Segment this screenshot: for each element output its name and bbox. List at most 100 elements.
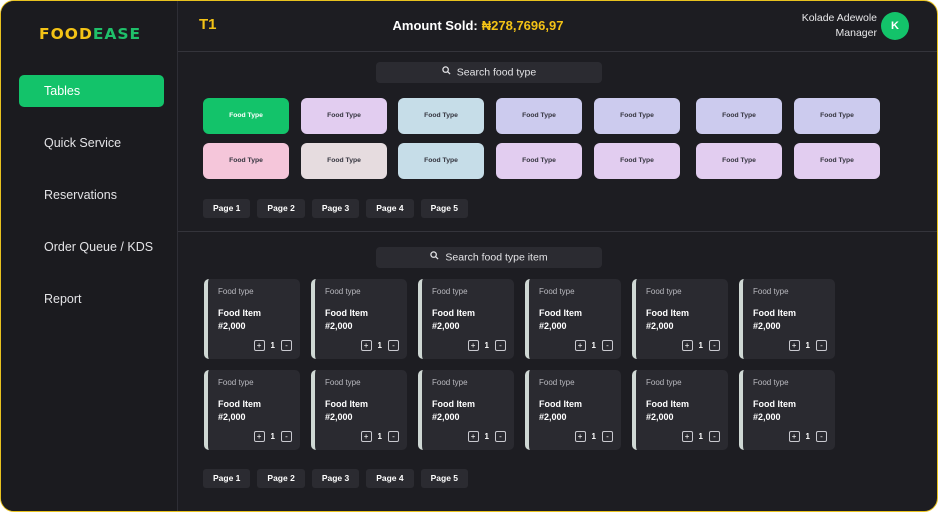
food-type-button[interactable]: Food Type [794, 143, 880, 179]
food-type-button[interactable]: Food Type [398, 143, 484, 179]
food-item-card[interactable]: Food type Food Item #2,000 +1- [739, 279, 835, 359]
food-item-card[interactable]: Food type Food Item #2,000 +1- [739, 370, 835, 450]
food-item-type: Food type [325, 378, 361, 387]
food-item-card[interactable]: Food type Food Item #2,000 +1- [311, 279, 407, 359]
food-type-button[interactable]: Food Type [398, 98, 484, 134]
increment-button[interactable]: + [574, 431, 586, 442]
page-button-2[interactable]: Page 2 [257, 199, 305, 218]
sidebar-item-report[interactable]: Report [44, 292, 82, 306]
food-type-button[interactable]: Food Type [594, 98, 680, 134]
avatar[interactable]: K [881, 12, 909, 40]
food-item-card[interactable]: Food type Food Item #2,000 +1- [632, 279, 728, 359]
food-item-name: Food Item [325, 308, 368, 318]
increment-button[interactable]: + [253, 431, 265, 442]
increment-button[interactable]: + [681, 431, 693, 442]
page-button-4[interactable]: Page 4 [366, 199, 414, 218]
food-type-search[interactable]: Search food type [376, 62, 602, 83]
decrement-button[interactable]: - [281, 431, 292, 442]
decrement-button[interactable]: - [388, 340, 399, 351]
page-button-5[interactable]: Page 5 [420, 469, 469, 488]
quantity-value: 1 [805, 432, 810, 441]
decrement-button[interactable]: - [495, 340, 506, 351]
food-item-name: Food Item [432, 399, 475, 409]
page-button-1[interactable]: Page 1 [203, 469, 251, 488]
quantity-stepper: +1- [574, 431, 613, 442]
sidebar-item-reservations[interactable]: Reservations [44, 188, 117, 202]
food-item-card[interactable]: Food type Food Item #2,000 +1- [525, 279, 621, 359]
food-item-price: #2,000 [432, 412, 460, 422]
increment-button[interactable]: + [253, 340, 265, 351]
decrement-button[interactable]: - [602, 431, 613, 442]
food-item-type: Food type [432, 378, 468, 387]
quantity-stepper: +1- [574, 340, 613, 351]
search-icon [430, 247, 439, 268]
food-item-card[interactable]: Food type Food Item #2,000 +1- [525, 370, 621, 450]
table-label: T1 [199, 16, 217, 33]
increment-button[interactable]: + [360, 431, 372, 442]
quantity-value: 1 [591, 341, 596, 350]
page-button-3[interactable]: Page 3 [311, 469, 360, 488]
food-type-button[interactable]: Food Type [496, 143, 582, 179]
food-type-button[interactable]: Food Type [301, 143, 387, 179]
increment-button[interactable]: + [574, 340, 586, 351]
food-item-card[interactable]: Food type Food Item #2,000 +1- [418, 370, 514, 450]
food-item-name: Food Item [325, 399, 368, 409]
food-type-button[interactable]: Food Type [696, 98, 782, 134]
food-type-button[interactable]: Food Type [301, 98, 387, 134]
food-item-search[interactable]: Search food type item [376, 247, 602, 268]
decrement-button[interactable]: - [709, 340, 720, 351]
brand-food: FOOD [39, 25, 93, 43]
food-type-button[interactable]: Food Type [794, 98, 880, 134]
decrement-button[interactable]: - [388, 431, 399, 442]
decrement-button[interactable]: - [816, 340, 827, 351]
sidebar-item-quick-service[interactable]: Quick Service [44, 136, 122, 150]
quantity-stepper: +1- [467, 340, 506, 351]
increment-button[interactable]: + [681, 340, 693, 351]
decrement-button[interactable]: - [816, 431, 827, 442]
food-item-card[interactable]: Food type Food Item #2,000 +1- [632, 370, 728, 450]
increment-button[interactable]: + [360, 340, 372, 351]
increment-button[interactable]: + [788, 340, 800, 351]
page-button-2[interactable]: Page 2 [257, 469, 305, 488]
food-item-type: Food type [646, 378, 682, 387]
food-type-button[interactable]: Food Type [594, 143, 680, 179]
food-item-price: #2,000 [432, 321, 460, 331]
food-item-name: Food Item [218, 399, 261, 409]
food-item-price: #2,000 [539, 321, 567, 331]
quantity-value: 1 [270, 341, 275, 350]
decrement-button[interactable]: - [602, 340, 613, 351]
food-item-price: #2,000 [539, 412, 567, 422]
amount-label: Amount Sold: [392, 18, 478, 33]
food-item-card[interactable]: Food type Food Item #2,000 +1- [311, 370, 407, 450]
page-button-5[interactable]: Page 5 [420, 199, 469, 218]
page-button-1[interactable]: Page 1 [203, 199, 251, 218]
increment-button[interactable]: + [788, 431, 800, 442]
quantity-value: 1 [805, 341, 810, 350]
food-type-button[interactable]: Food Type [203, 98, 289, 134]
decrement-button[interactable]: - [709, 431, 720, 442]
decrement-button[interactable]: - [281, 340, 292, 351]
user-role: Manager [835, 27, 877, 39]
food-item-price: #2,000 [325, 321, 353, 331]
food-item-name: Food Item [539, 399, 582, 409]
increment-button[interactable]: + [467, 340, 479, 351]
food-type-button[interactable]: Food Type [496, 98, 582, 134]
food-item-card[interactable]: Food type Food Item #2,000 +1- [204, 279, 300, 359]
sidebar-item-tables[interactable]: Tables [19, 75, 164, 107]
page-button-3[interactable]: Page 3 [311, 199, 360, 218]
food-item-price: #2,000 [753, 321, 781, 331]
food-item-card[interactable]: Food type Food Item #2,000 +1- [418, 279, 514, 359]
sidebar-item-order-queue[interactable]: Order Queue / KDS [44, 240, 154, 254]
amount-sold: Amount Sold: ₦278,7696,97 [178, 18, 778, 33]
food-item-type: Food type [646, 287, 682, 296]
decrement-button[interactable]: - [495, 431, 506, 442]
page-button-4[interactable]: Page 4 [366, 469, 414, 488]
quantity-stepper: +1- [788, 340, 827, 351]
quantity-value: 1 [484, 432, 489, 441]
food-item-card[interactable]: Food type Food Item #2,000 +1- [204, 370, 300, 450]
food-item-name: Food Item [646, 399, 689, 409]
food-type-button[interactable]: Food Type [203, 143, 289, 179]
food-item-price: #2,000 [218, 321, 246, 331]
increment-button[interactable]: + [467, 431, 479, 442]
food-type-button[interactable]: Food Type [696, 143, 782, 179]
